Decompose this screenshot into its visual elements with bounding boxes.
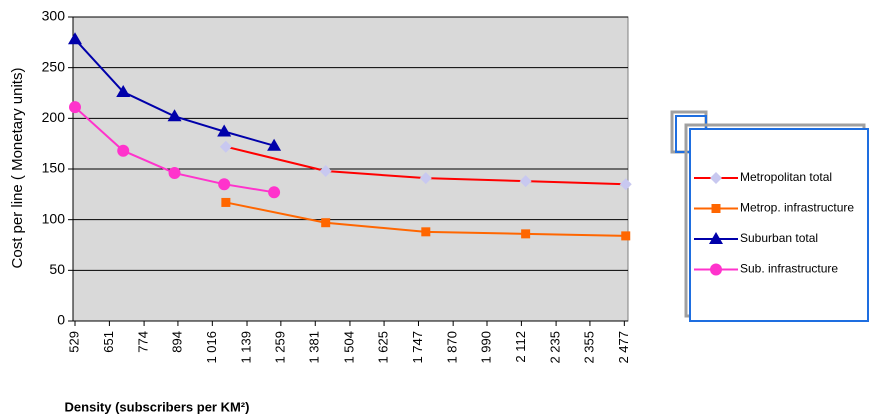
marker xyxy=(419,172,432,185)
legend-label: Metrop. infrastructure xyxy=(740,201,854,215)
legend-box xyxy=(689,128,869,322)
marker xyxy=(619,178,632,191)
x-axis-label: Density (subscribers per KM²) xyxy=(65,399,250,414)
y-tick-label: 150 xyxy=(42,160,66,176)
legend-label: Metropolitan total xyxy=(740,170,832,184)
marker xyxy=(621,231,631,241)
marker xyxy=(217,124,232,137)
y-tick-label: 300 xyxy=(42,8,66,24)
legend-label: Suburban total xyxy=(740,231,818,245)
x-tick-label: 894 xyxy=(169,331,184,353)
x-tick-label: 1 259 xyxy=(272,331,287,364)
marker xyxy=(218,178,231,191)
y-axis-label: Cost per line ( Monetary units) xyxy=(9,68,26,269)
marker xyxy=(116,84,131,97)
y-tick-label: 50 xyxy=(49,261,65,277)
legend-label: Sub. infrastructure xyxy=(740,262,838,276)
x-tick-label: 1 747 xyxy=(410,331,425,364)
x-tick-label: 1 870 xyxy=(445,331,460,364)
x-tick-label: 774 xyxy=(136,331,151,353)
marker xyxy=(421,227,431,237)
marker xyxy=(219,140,232,153)
x-tick-label: 651 xyxy=(101,331,116,353)
marker xyxy=(709,232,723,244)
y-tick-label: 200 xyxy=(42,109,66,125)
marker xyxy=(321,218,331,228)
marker xyxy=(168,167,181,180)
x-tick-label: 2 477 xyxy=(616,331,631,364)
marker xyxy=(521,229,531,239)
marker xyxy=(519,175,532,188)
marker xyxy=(69,101,81,114)
marker xyxy=(68,32,82,45)
marker xyxy=(710,172,722,184)
marker xyxy=(167,109,182,122)
y-tick-label: 250 xyxy=(42,58,66,74)
x-tick-label: 529 xyxy=(66,331,81,353)
marker xyxy=(221,197,231,207)
marker xyxy=(117,144,130,157)
x-tick-label: 1 016 xyxy=(204,331,219,364)
x-tick-label: 1 625 xyxy=(376,331,391,364)
x-tick-label: 2 112 xyxy=(513,331,528,363)
x-tick-label: 1 139 xyxy=(238,331,253,364)
y-tick-label: 0 xyxy=(57,312,65,328)
x-tick-label: 1 990 xyxy=(478,331,493,364)
x-tick-label: 1 381 xyxy=(307,331,322,364)
x-tick-label: 1 504 xyxy=(341,331,356,364)
x-tick-label: 2 355 xyxy=(581,331,596,364)
marker xyxy=(711,204,721,213)
marker xyxy=(267,138,282,151)
y-tick-label: 100 xyxy=(42,210,66,226)
marker xyxy=(710,263,722,276)
marker xyxy=(319,165,332,178)
x-tick-label: 2 235 xyxy=(548,331,563,364)
marker xyxy=(268,186,281,199)
